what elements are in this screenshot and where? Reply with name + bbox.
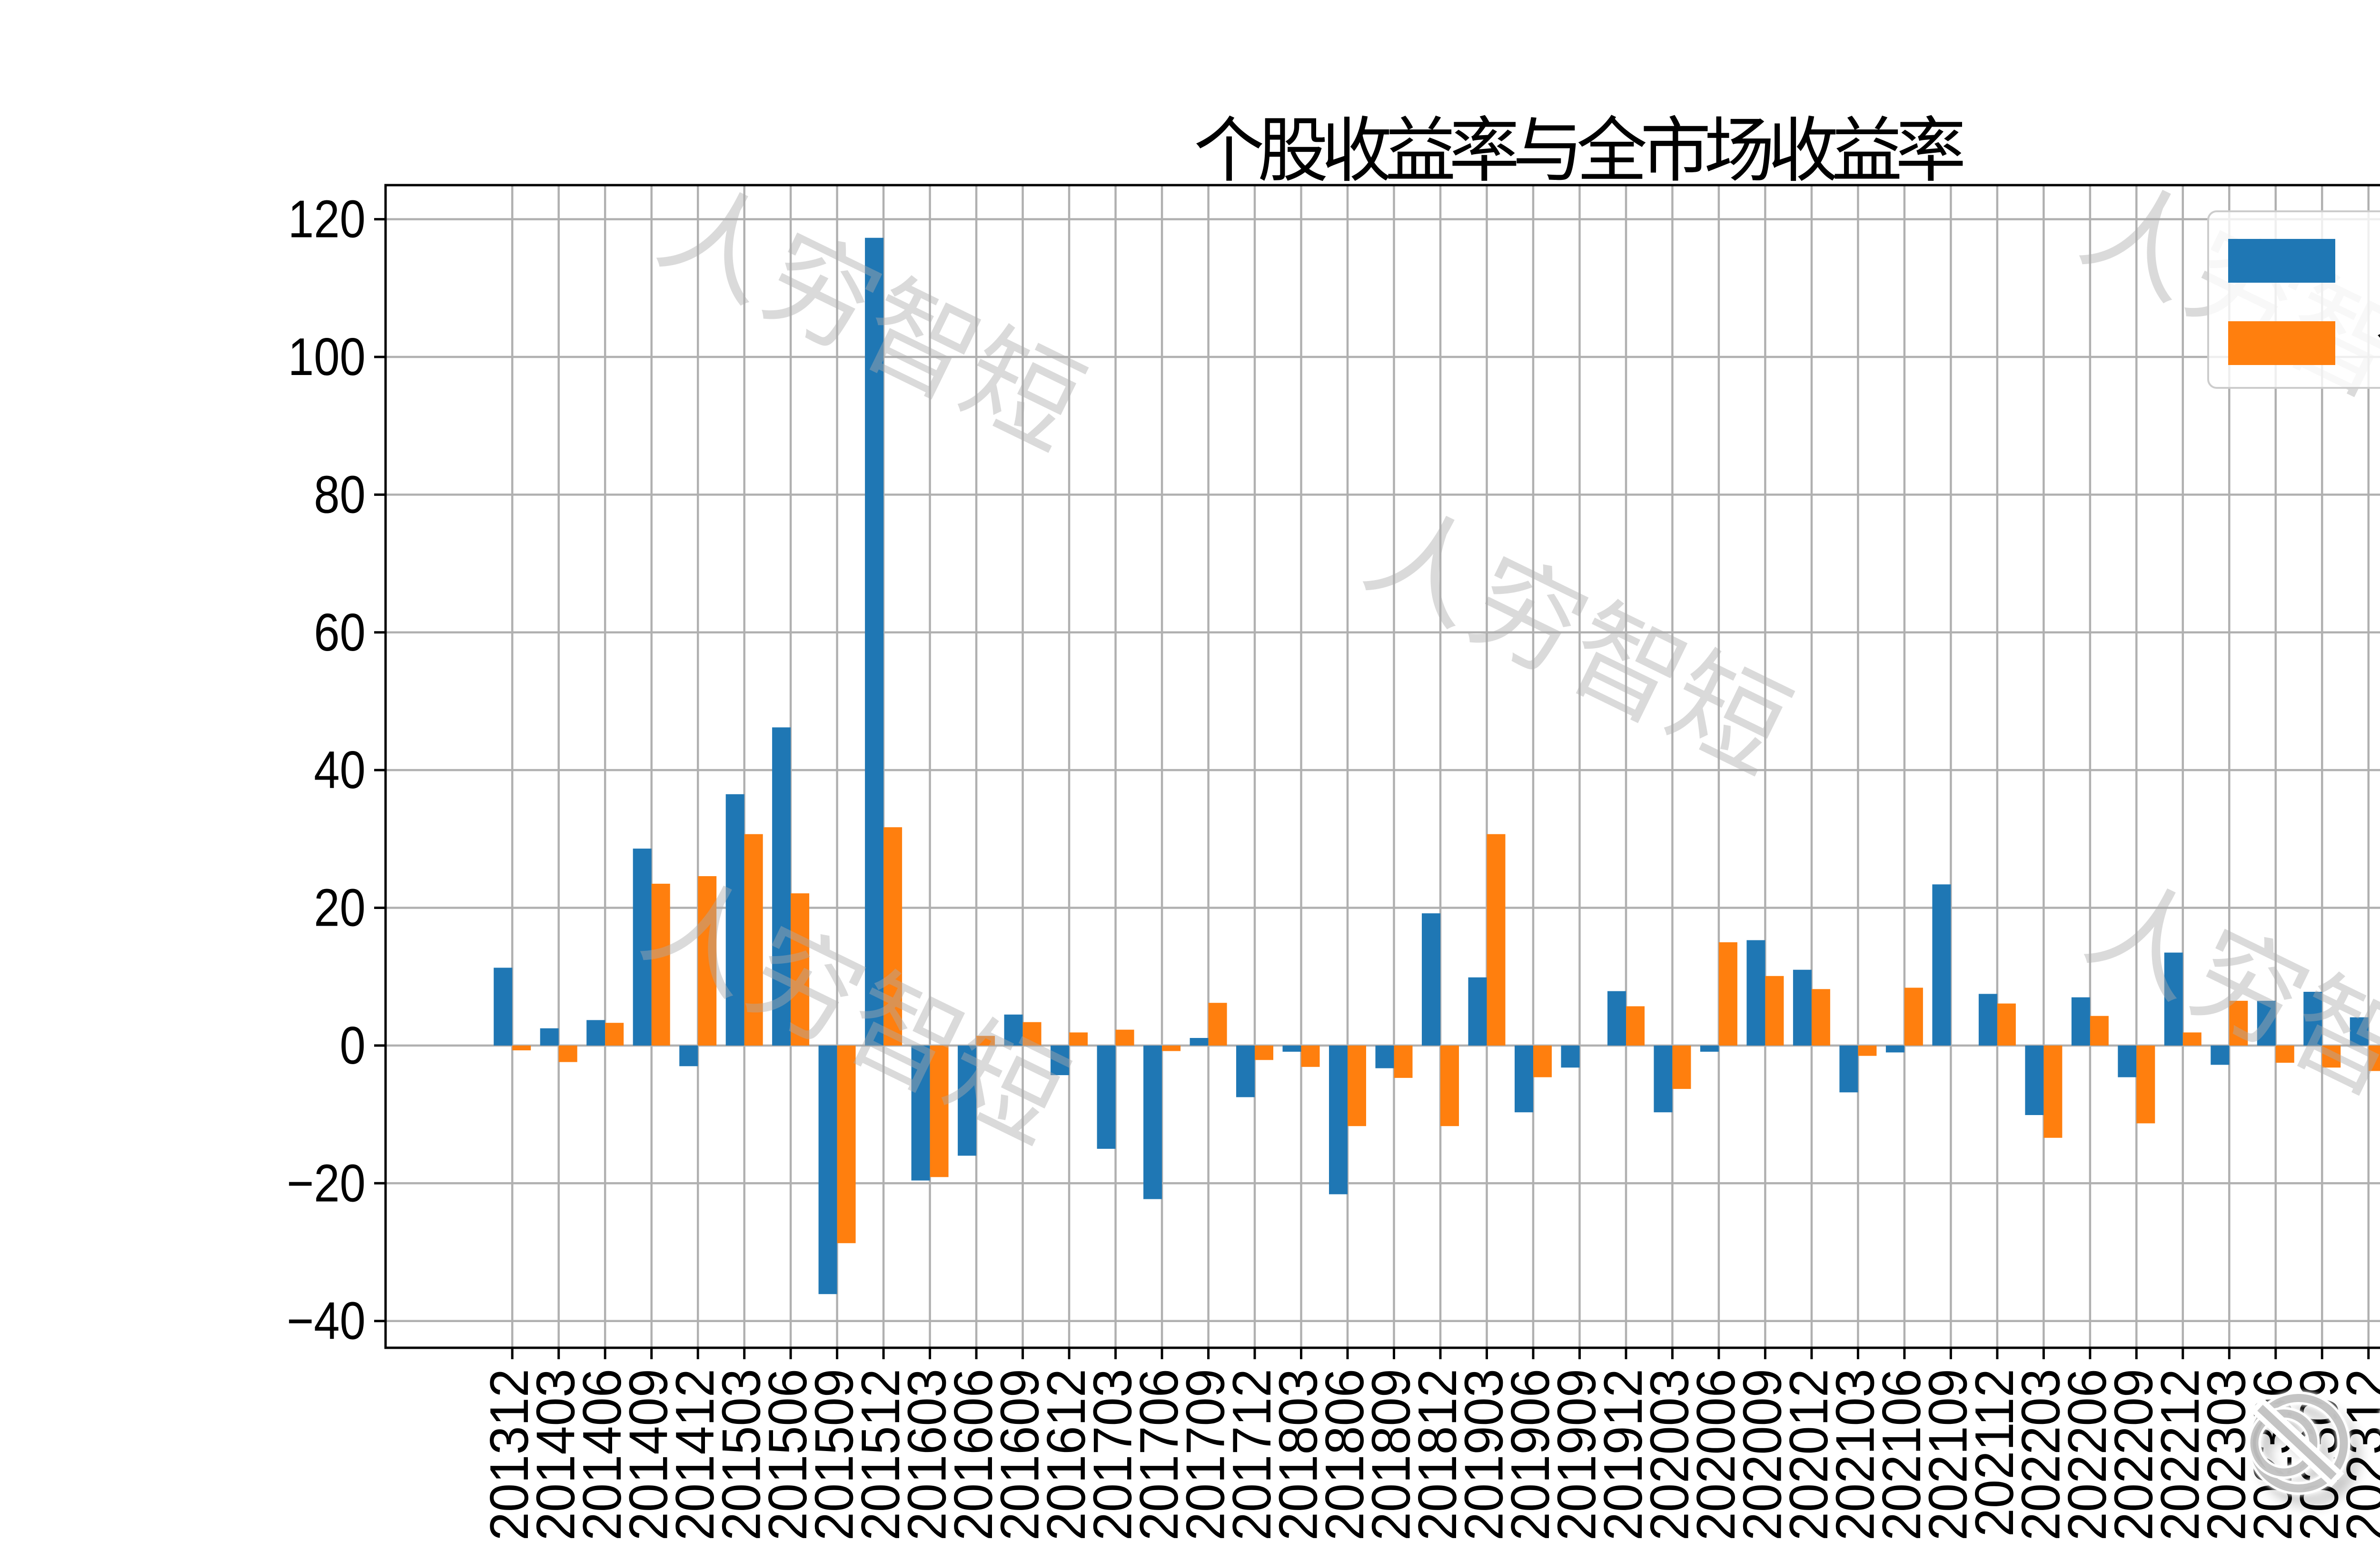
svg-text:202112: 202112 — [1964, 1369, 2024, 1537]
svg-text:202203: 202203 — [2010, 1369, 2071, 1541]
svg-text:201909: 201909 — [1546, 1369, 1607, 1541]
svg-text:201406: 201406 — [572, 1369, 633, 1541]
svg-text:201812: 201812 — [1407, 1369, 1468, 1541]
svg-text:201703: 201703 — [1082, 1369, 1143, 1541]
svg-text:80: 80 — [314, 465, 366, 524]
svg-text:201806: 201806 — [1314, 1369, 1375, 1541]
svg-text:201612: 201612 — [1036, 1369, 1097, 1541]
svg-text:0: 0 — [340, 1016, 366, 1075]
svg-text:201609: 201609 — [989, 1369, 1050, 1541]
svg-text:201503: 201503 — [711, 1369, 772, 1541]
svg-text:202206: 202206 — [2056, 1369, 2117, 1541]
svg-text:201712: 201712 — [1221, 1369, 1282, 1541]
svg-text:−40: −40 — [287, 1292, 366, 1351]
svg-text:201706: 201706 — [1129, 1369, 1190, 1541]
svg-text:201906: 201906 — [1499, 1369, 1560, 1541]
svg-text:201412: 201412 — [664, 1369, 725, 1541]
svg-text:201709: 201709 — [1175, 1369, 1236, 1541]
svg-text:201506: 201506 — [757, 1369, 818, 1541]
svg-text:201403: 201403 — [525, 1369, 586, 1541]
svg-text:100: 100 — [288, 327, 366, 386]
svg-text:120: 120 — [288, 190, 366, 249]
svg-text:20: 20 — [314, 879, 366, 938]
svg-text:202012: 202012 — [1778, 1369, 1839, 1541]
svg-text:201409: 201409 — [618, 1369, 679, 1541]
svg-text:202003: 202003 — [1639, 1369, 1700, 1541]
svg-text:202212: 202212 — [2149, 1369, 2210, 1541]
svg-text:201803: 201803 — [1268, 1369, 1329, 1541]
svg-text:202009: 202009 — [1732, 1369, 1793, 1541]
svg-text:202209: 202209 — [2103, 1369, 2164, 1541]
svg-text:201912: 201912 — [1592, 1369, 1653, 1541]
svg-text:202109: 202109 — [1917, 1369, 1978, 1541]
svg-text:201312: 201312 — [479, 1369, 540, 1541]
svg-text:201512: 201512 — [850, 1369, 911, 1541]
svg-text:201509: 201509 — [803, 1369, 864, 1541]
svg-text:201903: 201903 — [1453, 1369, 1514, 1541]
svg-text:202103: 202103 — [1825, 1369, 1885, 1541]
svg-text:40: 40 — [314, 741, 366, 800]
svg-text:202303: 202303 — [2196, 1369, 2257, 1541]
svg-text:201809: 201809 — [1360, 1369, 1421, 1541]
svg-text:60: 60 — [314, 603, 366, 662]
svg-text:202006: 202006 — [1685, 1369, 1746, 1541]
svg-text:201603: 201603 — [896, 1369, 957, 1541]
svg-text:202106: 202106 — [1871, 1369, 1932, 1541]
svg-text:−20: −20 — [287, 1154, 366, 1213]
svg-text:201606: 201606 — [943, 1369, 1004, 1541]
